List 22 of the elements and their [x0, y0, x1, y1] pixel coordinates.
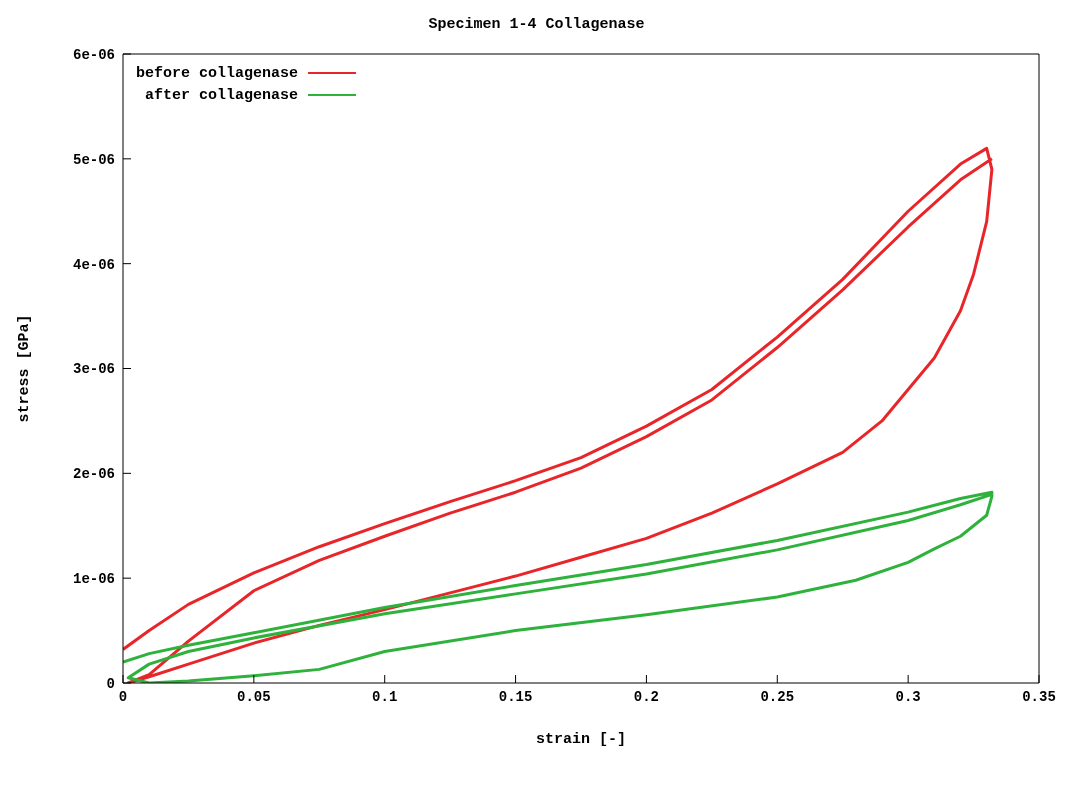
- x-axis-title: strain [-]: [535, 731, 627, 748]
- x-tick-label: 0.1: [372, 688, 398, 705]
- y-tick-label: 4e-06: [72, 256, 115, 273]
- x-tick-label: 0.05: [237, 688, 271, 705]
- x-tick-label: 0.3: [895, 688, 921, 705]
- x-tick-label: 0.2: [633, 688, 660, 705]
- x-tick-label: 0.15: [498, 688, 533, 705]
- chart-title: Specimen 1-4 Collagenase: [427, 16, 646, 33]
- y-tick-label: 0: [106, 675, 115, 692]
- x-tick-label: 0.35: [1022, 688, 1056, 705]
- y-tick-label: 2e-06: [72, 466, 115, 483]
- x-tick-label: 0: [118, 688, 128, 705]
- y-tick-label: 5e-06: [72, 151, 115, 168]
- y-tick-label: 1e-06: [72, 571, 115, 588]
- y-tick-label: 6e-06: [72, 46, 115, 63]
- legend-label: after collagenase: [145, 86, 299, 104]
- y-axis-title: stress [GPa]: [16, 314, 34, 423]
- line-series: [123, 490, 994, 683]
- line-series: [123, 146, 994, 683]
- y-tick-label: 3e-06: [72, 361, 115, 378]
- x-tick-label: 0.25: [760, 688, 795, 705]
- legend-label: before collagenase: [136, 64, 299, 82]
